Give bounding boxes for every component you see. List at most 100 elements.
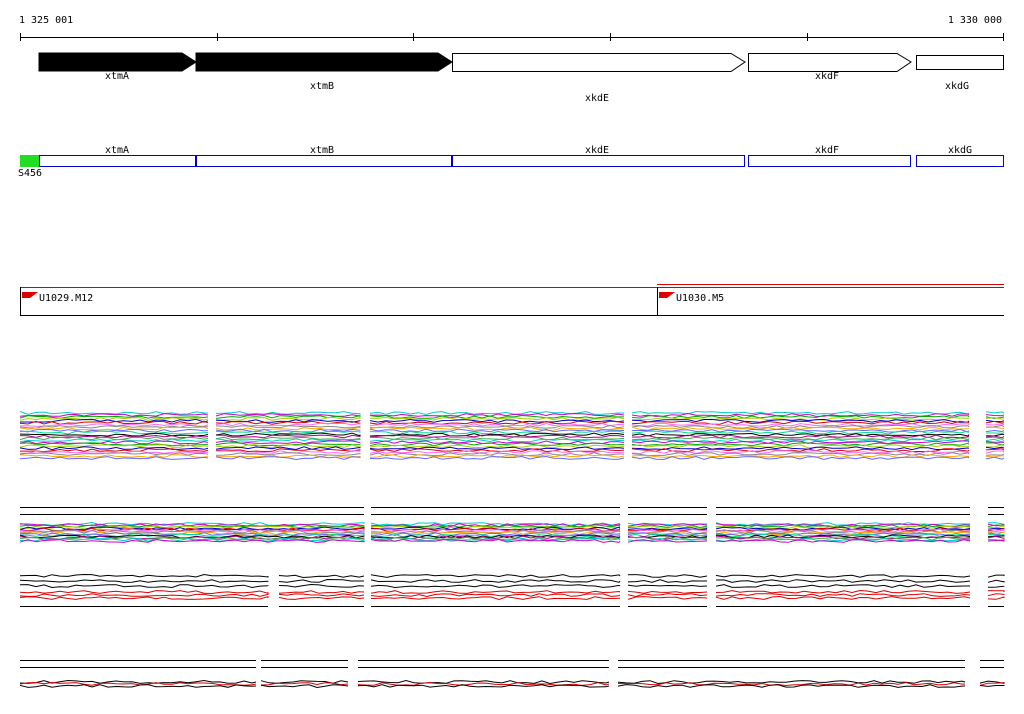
trace (987, 522, 1005, 525)
trace (987, 533, 1005, 536)
trace (215, 432, 361, 437)
trace (715, 538, 971, 543)
trace (985, 441, 1005, 443)
trace (715, 524, 971, 529)
trace (19, 584, 269, 589)
region-flag[interactable] (22, 292, 38, 298)
trace (19, 420, 209, 425)
trace (985, 423, 1005, 426)
trace (617, 684, 966, 688)
trace (985, 453, 1005, 456)
gene-label: xkdE (585, 93, 609, 104)
trace (987, 585, 1005, 588)
trace (631, 414, 970, 419)
trace (357, 679, 610, 685)
trace (19, 596, 269, 600)
trace (985, 438, 1005, 443)
trace (215, 425, 361, 429)
trace (19, 428, 209, 433)
trace (631, 442, 970, 447)
trace (19, 684, 257, 688)
region-flag[interactable] (659, 292, 675, 298)
trace (627, 574, 708, 578)
trace (985, 429, 1005, 433)
trace (985, 450, 1005, 454)
trace (715, 527, 971, 532)
trace (19, 415, 209, 419)
trace (370, 596, 621, 601)
trace (627, 579, 707, 584)
trace (369, 430, 625, 435)
trace (631, 422, 970, 427)
trace (715, 537, 971, 542)
trace (278, 578, 364, 583)
trace (19, 446, 209, 451)
trace (627, 593, 708, 598)
trace (985, 416, 1005, 420)
trace (627, 523, 708, 527)
gene-arrow[interactable] (195, 52, 453, 72)
trace (19, 411, 208, 415)
ruler (20, 33, 1004, 41)
trace (215, 413, 361, 417)
trace (278, 590, 365, 594)
trace (215, 422, 361, 427)
gene-box[interactable] (916, 55, 1004, 70)
trace (19, 456, 209, 460)
feature-track (39, 155, 1004, 167)
trace (369, 454, 625, 458)
trace (631, 448, 970, 453)
gene-arrow[interactable] (748, 53, 912, 72)
trace (631, 420, 970, 425)
trace (215, 448, 361, 453)
trace (715, 536, 971, 541)
trace (369, 432, 625, 437)
feature-box[interactable] (39, 155, 196, 167)
trace (985, 446, 1005, 450)
region-label: U1029.M12 (39, 293, 93, 304)
trace (19, 430, 209, 435)
feature-box[interactable] (916, 155, 1004, 167)
trace (627, 525, 708, 530)
trace (627, 596, 708, 600)
feature-box[interactable] (452, 155, 745, 167)
trace (19, 536, 365, 541)
trace (985, 411, 1005, 414)
trace (979, 682, 1005, 686)
trace (19, 423, 209, 427)
gene-label: xtmA (105, 71, 129, 82)
trace (715, 589, 971, 594)
trace (19, 590, 269, 595)
trace (631, 434, 970, 439)
trace (215, 454, 361, 458)
gene-arrow[interactable] (452, 53, 746, 72)
feature-box[interactable] (196, 155, 452, 167)
trace (631, 430, 970, 435)
trace (631, 455, 970, 461)
trace (19, 539, 365, 543)
trace (985, 456, 1005, 460)
trace (617, 681, 966, 687)
feature-label: xtmB (310, 145, 334, 156)
trace (369, 418, 625, 423)
trace (215, 434, 361, 439)
trace (987, 596, 1005, 600)
ruler-start: 1 325 001 (19, 15, 73, 26)
trace (215, 436, 361, 441)
trace (987, 535, 1005, 540)
region-track (20, 284, 1004, 316)
feature-label: xkdE (585, 145, 609, 156)
feature-box[interactable] (748, 155, 911, 167)
trace (715, 595, 971, 600)
trace (370, 522, 621, 526)
trace (370, 579, 621, 583)
trace (19, 434, 209, 439)
region-label: U1030.M5 (676, 293, 724, 304)
trace (987, 574, 1005, 578)
gene-arrow[interactable] (38, 52, 197, 72)
trace (631, 452, 970, 457)
trace (20, 523, 365, 528)
marker-box[interactable] (20, 155, 39, 167)
trace (985, 448, 1005, 451)
